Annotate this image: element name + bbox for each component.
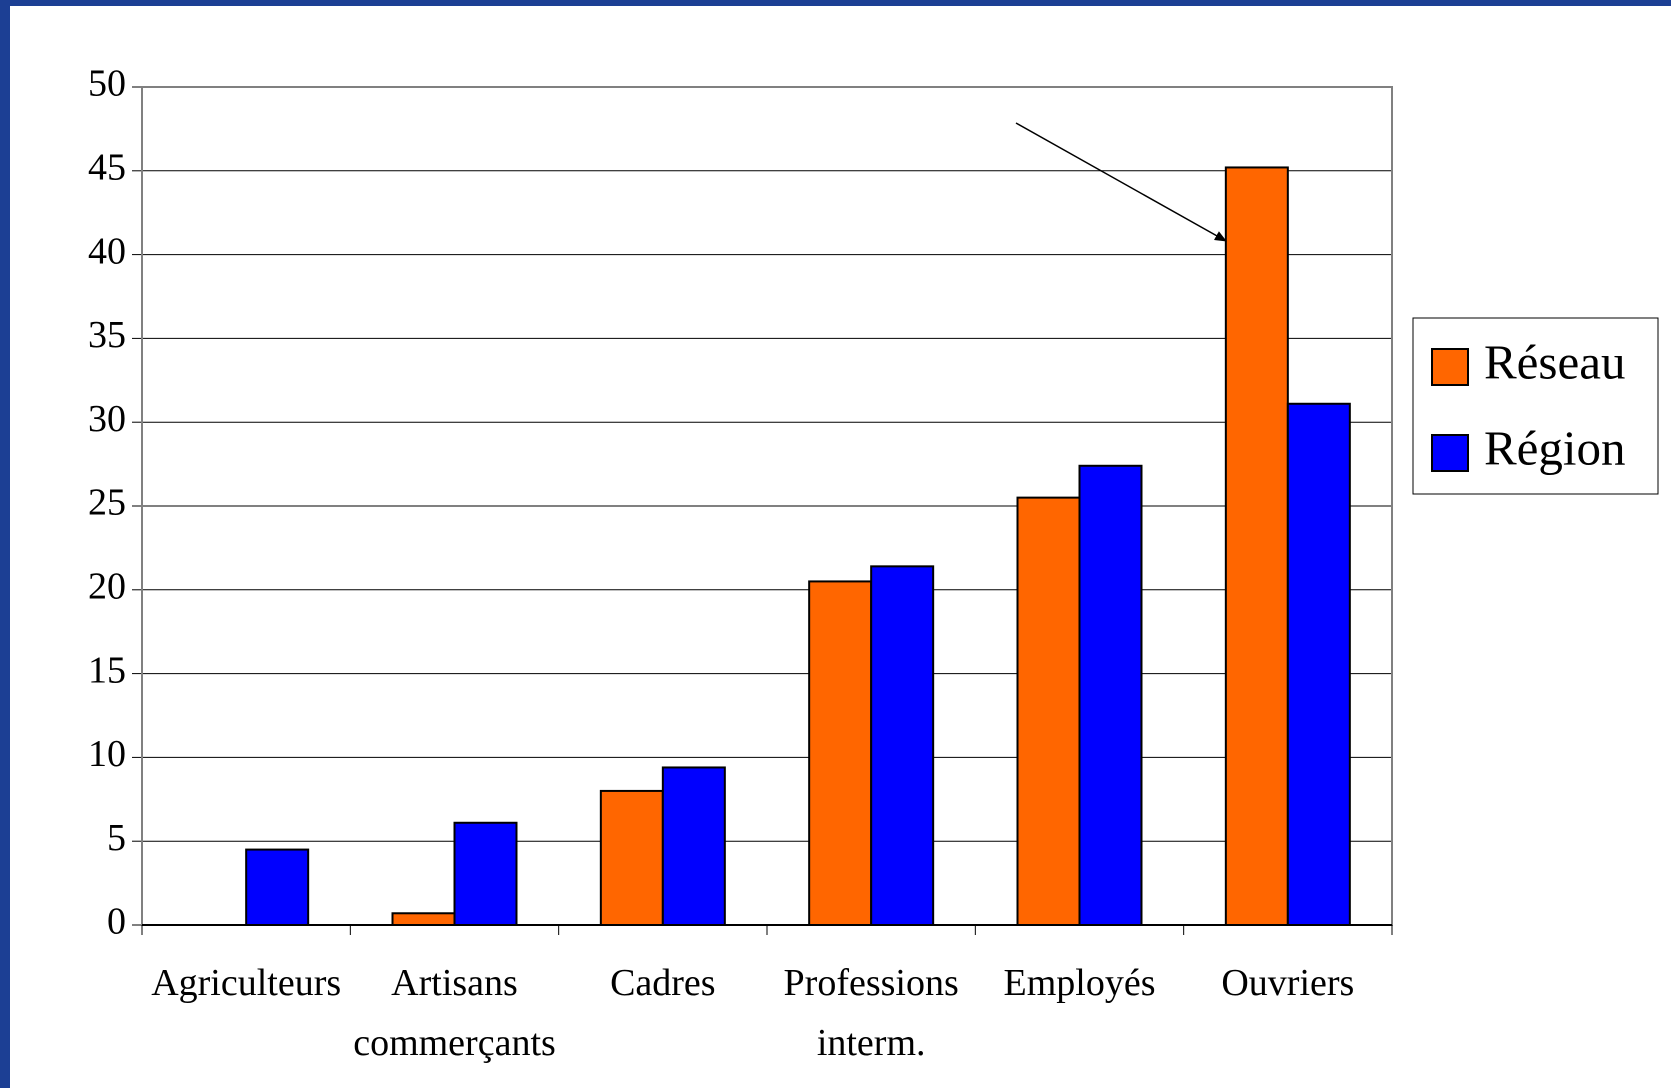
- y-tick-label: 20: [88, 566, 126, 608]
- x-tick-label: Employés: [1004, 962, 1156, 1004]
- y-tick-label: 40: [88, 230, 126, 272]
- y-tick-label: 15: [88, 649, 126, 691]
- y-tick-label: 50: [88, 63, 126, 105]
- x-tick-label-line: Ouvriers: [1221, 962, 1354, 1004]
- x-tick-label-line: commerçants: [353, 1022, 556, 1064]
- bar: [245, 848, 310, 927]
- x-tick-label: Cadres: [610, 962, 716, 1004]
- x-tick-label-line: interm.: [817, 1022, 926, 1064]
- x-tick-label-line: Cadres: [610, 962, 716, 1004]
- y-tick-label: 0: [107, 901, 126, 943]
- x-tick-label: Professions interm.: [784, 962, 959, 1064]
- bar: [453, 821, 518, 926]
- x-tick-label-line: Artisans: [391, 962, 518, 1004]
- y-tick-label: 45: [88, 147, 126, 189]
- bar: [661, 766, 726, 926]
- legend-label: Région: [1484, 420, 1626, 475]
- bar: [1078, 464, 1143, 926]
- y-tick-label: 30: [88, 398, 126, 440]
- x-tick-label-line: Agriculteurs: [151, 962, 341, 1004]
- legend-label: Réseau: [1484, 334, 1626, 389]
- y-tick-label: 25: [88, 482, 126, 524]
- x-tick-label: Ouvriers: [1221, 962, 1354, 1004]
- x-tick-label-line: Employés: [1004, 962, 1156, 1004]
- bar: [1286, 402, 1351, 927]
- y-tick-label: 5: [107, 817, 126, 859]
- bar: [1224, 166, 1289, 926]
- bar: [808, 580, 873, 926]
- x-tick-label-line: Professions: [784, 962, 959, 1004]
- y-tick-label: 35: [88, 314, 126, 356]
- bar: [599, 789, 664, 926]
- bar: [870, 565, 935, 926]
- bar: [391, 912, 456, 927]
- bar: [1016, 496, 1081, 926]
- legend-swatch: [1431, 434, 1469, 472]
- legend-swatch: [1431, 348, 1469, 386]
- x-tick-label: Agriculteurs: [151, 962, 341, 1004]
- x-tick-label: Artisans commerçants: [353, 962, 556, 1064]
- y-tick-label: 10: [88, 733, 126, 775]
- annotation-arrow: [1015, 122, 1227, 242]
